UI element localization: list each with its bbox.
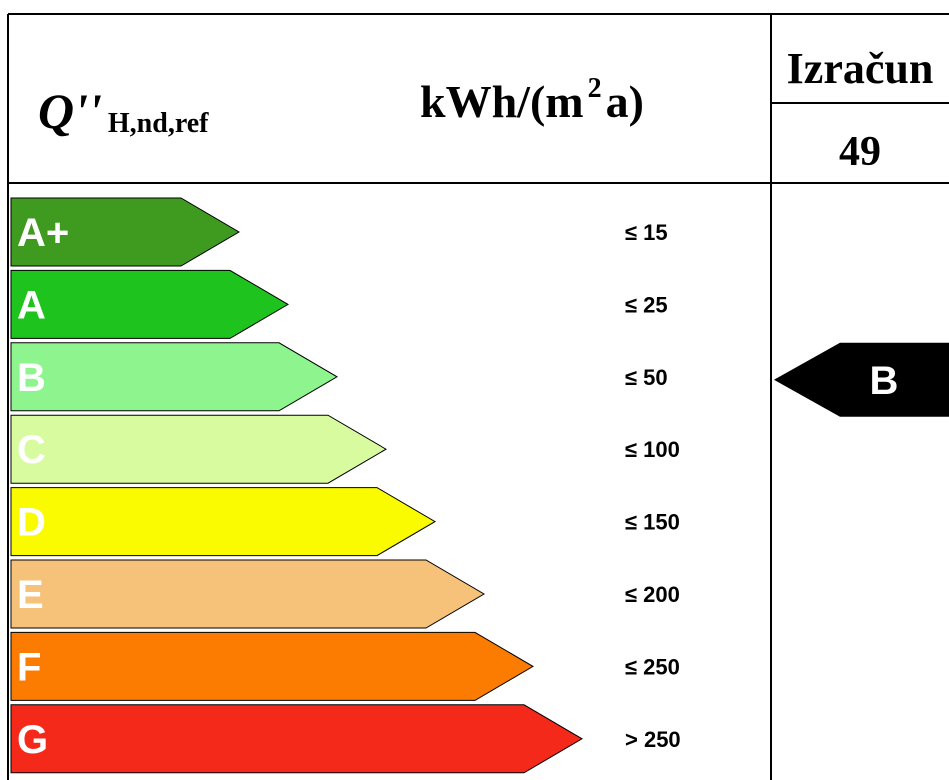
class-threshold-b: ≤ 50 [625,365,668,390]
unit-label: kWh/(m 2 a) [420,73,644,127]
class-scale: A+ ≤ 15 A ≤ 25 B ≤ 50 C ≤ 100 D ≤ 150 E ≤ 200 F ≤ 250… [10,197,681,774]
class-arrow-f: F ≤ 250 [10,631,680,701]
table-frame [7,13,949,780]
class-bar-a [10,269,289,339]
class-bar-g [10,704,583,774]
class-arrow-d: D ≤ 150 [10,487,680,557]
result-marker: B [774,342,949,417]
class-threshold-g: > 250 [625,727,681,752]
class-arrow-a-plus: A+ ≤ 15 [10,197,668,267]
result-value: 49 [839,129,881,175]
result-title: Izračun [787,44,934,93]
quantity-subscript: H,nd,ref [108,108,209,139]
class-letter-f: F [17,645,41,689]
class-bar-f [10,631,534,701]
unit-suffix: a) [606,76,644,127]
class-letter-a-plus: A+ [17,211,69,255]
class-bar-e [10,559,485,629]
class-letter-b: B [17,356,46,400]
class-threshold-a: ≤ 25 [625,292,668,317]
class-threshold-e: ≤ 200 [625,582,680,607]
class-arrow-e: E ≤ 200 [10,559,680,629]
class-threshold-f: ≤ 250 [625,654,680,679]
class-threshold-a-plus: ≤ 15 [625,220,668,245]
class-letter-d: D [17,501,46,545]
unit-prefix: kWh/(m [420,76,584,127]
class-bar-c [10,414,387,484]
result-marker-shape [774,342,949,417]
class-arrow-c: C ≤ 100 [10,414,680,484]
quantity-label: Q'' H,nd,ref [38,83,209,139]
class-arrow-g: G > 250 [10,704,681,774]
class-letter-c: C [17,428,46,472]
quantity-symbol: Q'' [38,83,102,139]
class-bar-d [10,487,436,557]
class-letter-g: G [17,718,48,762]
result-marker-letter: B [870,359,899,403]
unit-exponent: 2 [588,73,602,104]
class-threshold-d: ≤ 150 [625,510,680,535]
class-bar-b [10,342,338,412]
class-arrow-a: A ≤ 25 [10,269,668,339]
class-arrow-b: B ≤ 50 [10,342,668,412]
class-threshold-c: ≤ 100 [625,437,680,462]
class-bar-a-plus [10,197,240,267]
class-letter-a: A [17,283,46,327]
class-letter-e: E [17,573,44,617]
